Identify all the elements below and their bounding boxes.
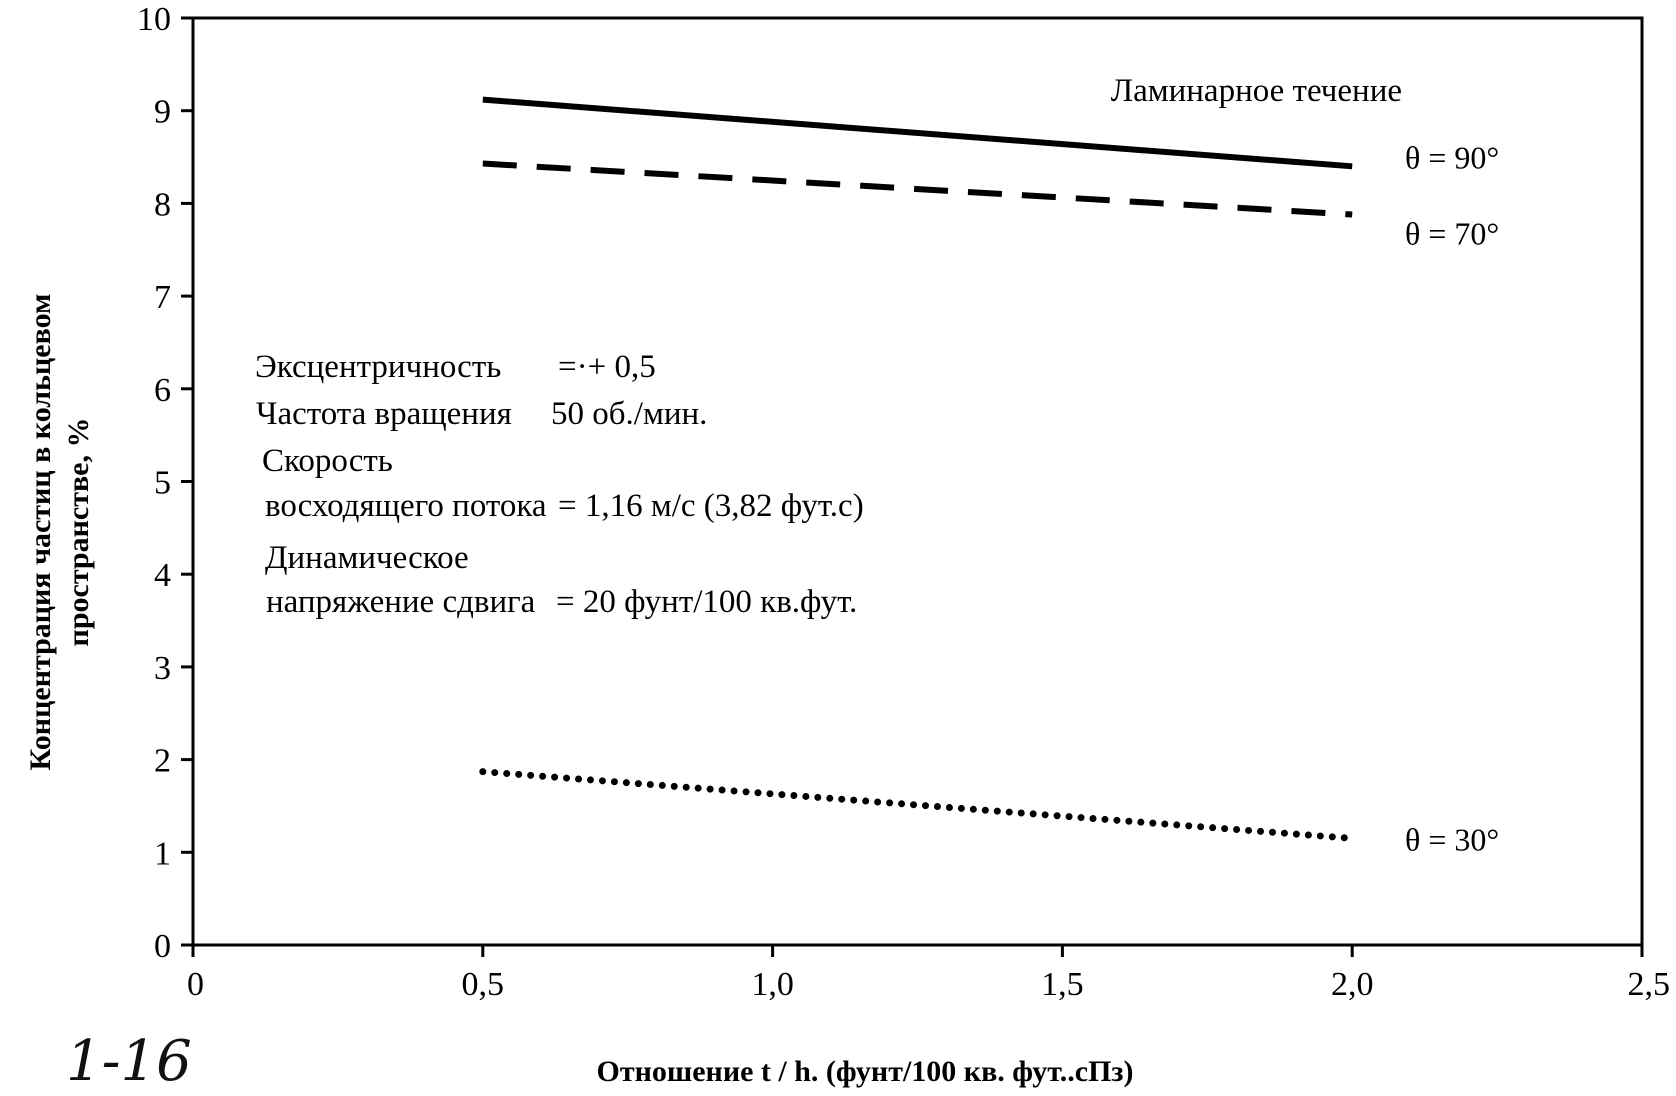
y-tick-label-10: 10 xyxy=(137,1,171,38)
axes: 0 1 2 3 4 5 6 7 8 9 10 0 0,5 1,0 1,5 2,0 2,5 xyxy=(137,1,1670,1003)
y-tick-label-3: 3 xyxy=(154,650,171,687)
y-axis-title-line-1: Концентрация частиц в кольцевом xyxy=(24,294,57,771)
series-label-1: θ = 70° xyxy=(1405,216,1499,252)
y-tick-label-5: 5 xyxy=(154,465,171,502)
x-tick-label-1: 0,5 xyxy=(462,966,505,1003)
series-label-0: θ = 90° xyxy=(1405,139,1499,175)
param-value-0: =·+ 0,5 xyxy=(558,349,656,385)
y-tick-label-2: 2 xyxy=(154,743,171,780)
series-line-0 xyxy=(482,96,1353,170)
y-tick-label-8: 8 xyxy=(154,186,171,223)
labels-layer: Ламинарное течение Эксцентричность =·+ 0… xyxy=(24,73,1402,1094)
x-tick-label-0: 0 xyxy=(187,966,204,1003)
param-label-0: Эксцентричность xyxy=(255,349,501,385)
x-tick-label-3: 1,5 xyxy=(1041,966,1084,1003)
param-label-3: восходящего потока xyxy=(265,488,547,524)
x-tick-label-2: 1,0 xyxy=(751,966,794,1003)
series-layer: θ = 90° θ = 70° θ = 30° xyxy=(479,96,1499,857)
param-label-5: напряжение сдвига xyxy=(266,584,536,620)
y-tick-label-1: 1 xyxy=(154,835,171,872)
y-tick-label-0: 0 xyxy=(154,928,171,965)
y-axis-title-line-2: пространстве, % xyxy=(62,418,95,647)
param-label-4: Динамическое xyxy=(265,540,469,576)
series-line-1 xyxy=(482,160,1353,218)
flow-regime-label: Ламинарное течение xyxy=(1111,73,1402,109)
y-tick-label-7: 7 xyxy=(154,279,171,316)
param-value-1: 50 об./мин. xyxy=(551,396,707,432)
y-tick-label-9: 9 xyxy=(154,94,171,131)
y-tick-label-6: 6 xyxy=(154,372,171,409)
param-value-5: = 20 фунт/100 кв.фут. xyxy=(556,584,857,620)
series-line-2 xyxy=(479,768,1356,842)
y-tick-label-4: 4 xyxy=(154,557,171,594)
param-label-1: Частота вращения xyxy=(256,396,512,432)
param-value-3: = 1,16 м/с (3,82 фут.с) xyxy=(558,488,864,524)
series-label-2: θ = 30° xyxy=(1405,821,1499,857)
x-tick-label-4: 2,0 xyxy=(1331,966,1374,1003)
param-label-2: Скорость xyxy=(262,443,393,479)
x-axis-title: Отношение t / h. (фунт/100 кв. фут..сПз) xyxy=(597,1055,1134,1088)
x-tick-label-5: 2,5 xyxy=(1628,966,1671,1003)
handwritten-note: 1-16 xyxy=(66,1029,192,1094)
